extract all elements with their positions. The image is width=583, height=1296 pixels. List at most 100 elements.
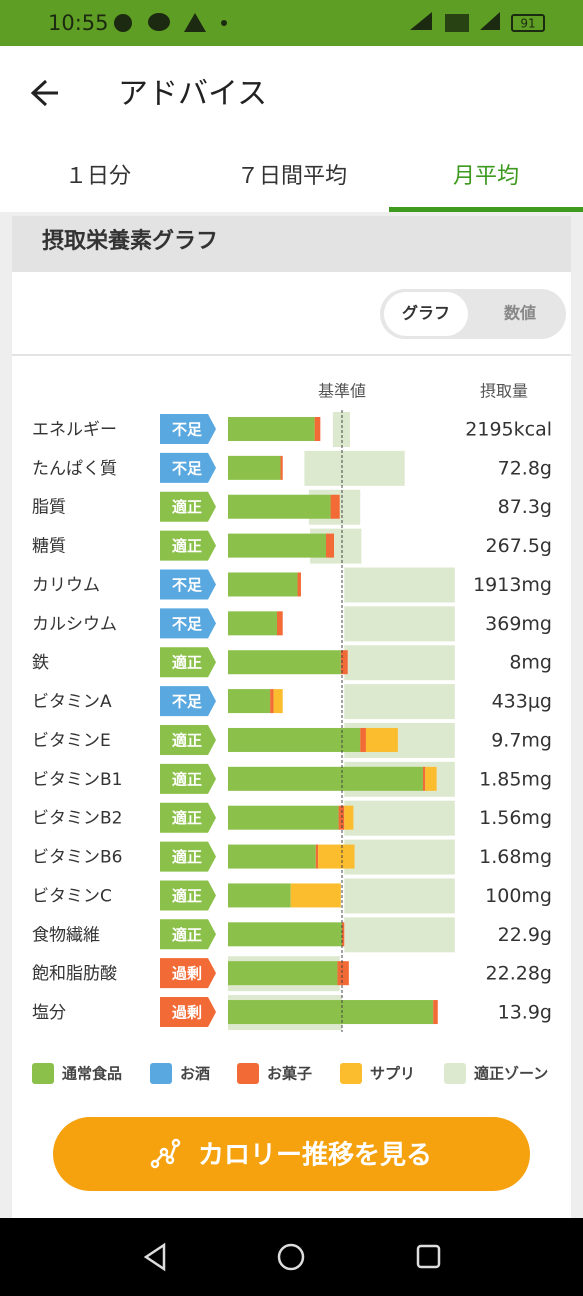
intake-value: 1.68mg [479,846,552,868]
intake-value: 267.5g [486,535,552,557]
status-tag [160,880,216,911]
reference-header: 基準値 [318,382,366,401]
status-label: 適正 [172,654,202,672]
bar-segment [228,611,278,636]
tab[interactable]: １日分 [65,164,131,189]
tab[interactable]: ７日間平均 [237,164,347,189]
ideal-zone [344,917,455,953]
status-label: 不足 [172,693,203,711]
button-label[interactable]: カロリー推移を見る [198,1141,432,1171]
intake-header: 摂取量 [480,382,528,401]
intake-value: 72.8g [498,457,552,479]
bar-segment [337,961,349,986]
status-label: 不足 [172,615,203,633]
status-tag [160,452,216,483]
intake-value: 1.56mg [479,807,552,829]
button-icon [150,1138,181,1169]
intake-value: 369mg [485,613,552,635]
legend-label: お菓子 [267,1065,312,1083]
ideal-zone [344,800,455,836]
legend-swatch [32,1063,54,1084]
nutrient-name: 飽和脂肪酸 [32,963,117,984]
section-title: 摂取栄養素グラフ [42,228,218,254]
bar-segment [342,922,345,947]
bar-segment [277,611,283,636]
nutrient-name: ビタミンB1 [32,770,122,790]
bar-segment [228,650,341,675]
status-label: 適正 [172,498,202,516]
back-button[interactable] [30,79,58,107]
status-label: 適正 [172,926,202,944]
status-tag [160,530,216,561]
status-time: 10:55 [48,11,109,35]
bar-segment [228,533,327,558]
status-tag [160,724,216,755]
ideal-zone [304,450,405,486]
bar-segment [318,844,355,869]
status-label: 過剰 [172,965,202,983]
bar-segment [326,533,335,558]
tab-active[interactable]: 月平均 [453,164,519,189]
legend-swatch [340,1063,362,1084]
nav-home[interactable] [277,1243,305,1271]
bar-segment [228,572,298,597]
intake-value: 2195kcal [465,419,552,441]
bar-segment [228,961,338,986]
nutrient-name: ビタミンE [32,731,111,751]
nav-recents[interactable] [416,1244,441,1269]
status-label: 適正 [172,537,202,555]
nutrient-name: ビタミンB2 [32,809,122,829]
nav-bar [0,1218,583,1296]
calorie-trend-button[interactable] [53,1117,530,1191]
bar-segment [228,766,423,791]
legend-label: 適正ゾーン [474,1065,548,1083]
bar-segment [338,805,345,830]
toggle-option[interactable]: 数値 [504,304,536,323]
toggle-active[interactable] [384,292,468,336]
intake-value: 1.85mg [479,768,552,790]
status-tag [160,763,216,794]
bar-segment [273,689,283,714]
bar-segment [228,417,315,441]
ideal-zone [344,567,455,603]
status-label: 不足 [172,459,203,477]
nutrient-name: 鉄 [32,653,49,673]
nutrient-name: 脂質 [32,498,66,518]
app-header [0,46,583,212]
bar-segment [360,727,366,752]
nutrient-name: 食物繊維 [32,925,100,945]
nutrient-name: カリウム [32,575,100,595]
nutrient-name: カルシウム [32,614,117,634]
bar-segment [228,727,361,752]
intake-value: 87.3g [498,496,552,518]
bar-segment [228,844,316,869]
bar-segment [228,455,281,480]
intake-value: 13.9g [498,1002,552,1024]
status-tag [160,491,216,522]
nav-back[interactable] [143,1242,166,1272]
legend-label: 通常食品 [62,1065,122,1083]
bar-segment [228,689,271,714]
intake-value: 8mg [509,652,552,674]
bar-segment [270,689,274,714]
status-label: 適正 [172,887,202,905]
bar-segment [228,1000,434,1025]
status-label: 適正 [172,770,202,788]
ideal-zone [344,606,455,642]
status-label: 適正 [172,809,202,827]
bar-segment [297,572,301,597]
status-tag [160,958,216,989]
toggle-option[interactable]: グラフ [402,304,450,323]
bar-segment [433,1000,438,1025]
bar-segment [315,844,319,869]
bar-segment [365,727,398,752]
nutrient-name: 糖質 [32,537,66,557]
nutrient-name: 塩分 [32,1003,66,1023]
bar-segment [228,494,331,519]
status-tag [160,569,216,600]
status-tag [160,414,216,444]
intake-value: 22.9g [498,924,552,946]
